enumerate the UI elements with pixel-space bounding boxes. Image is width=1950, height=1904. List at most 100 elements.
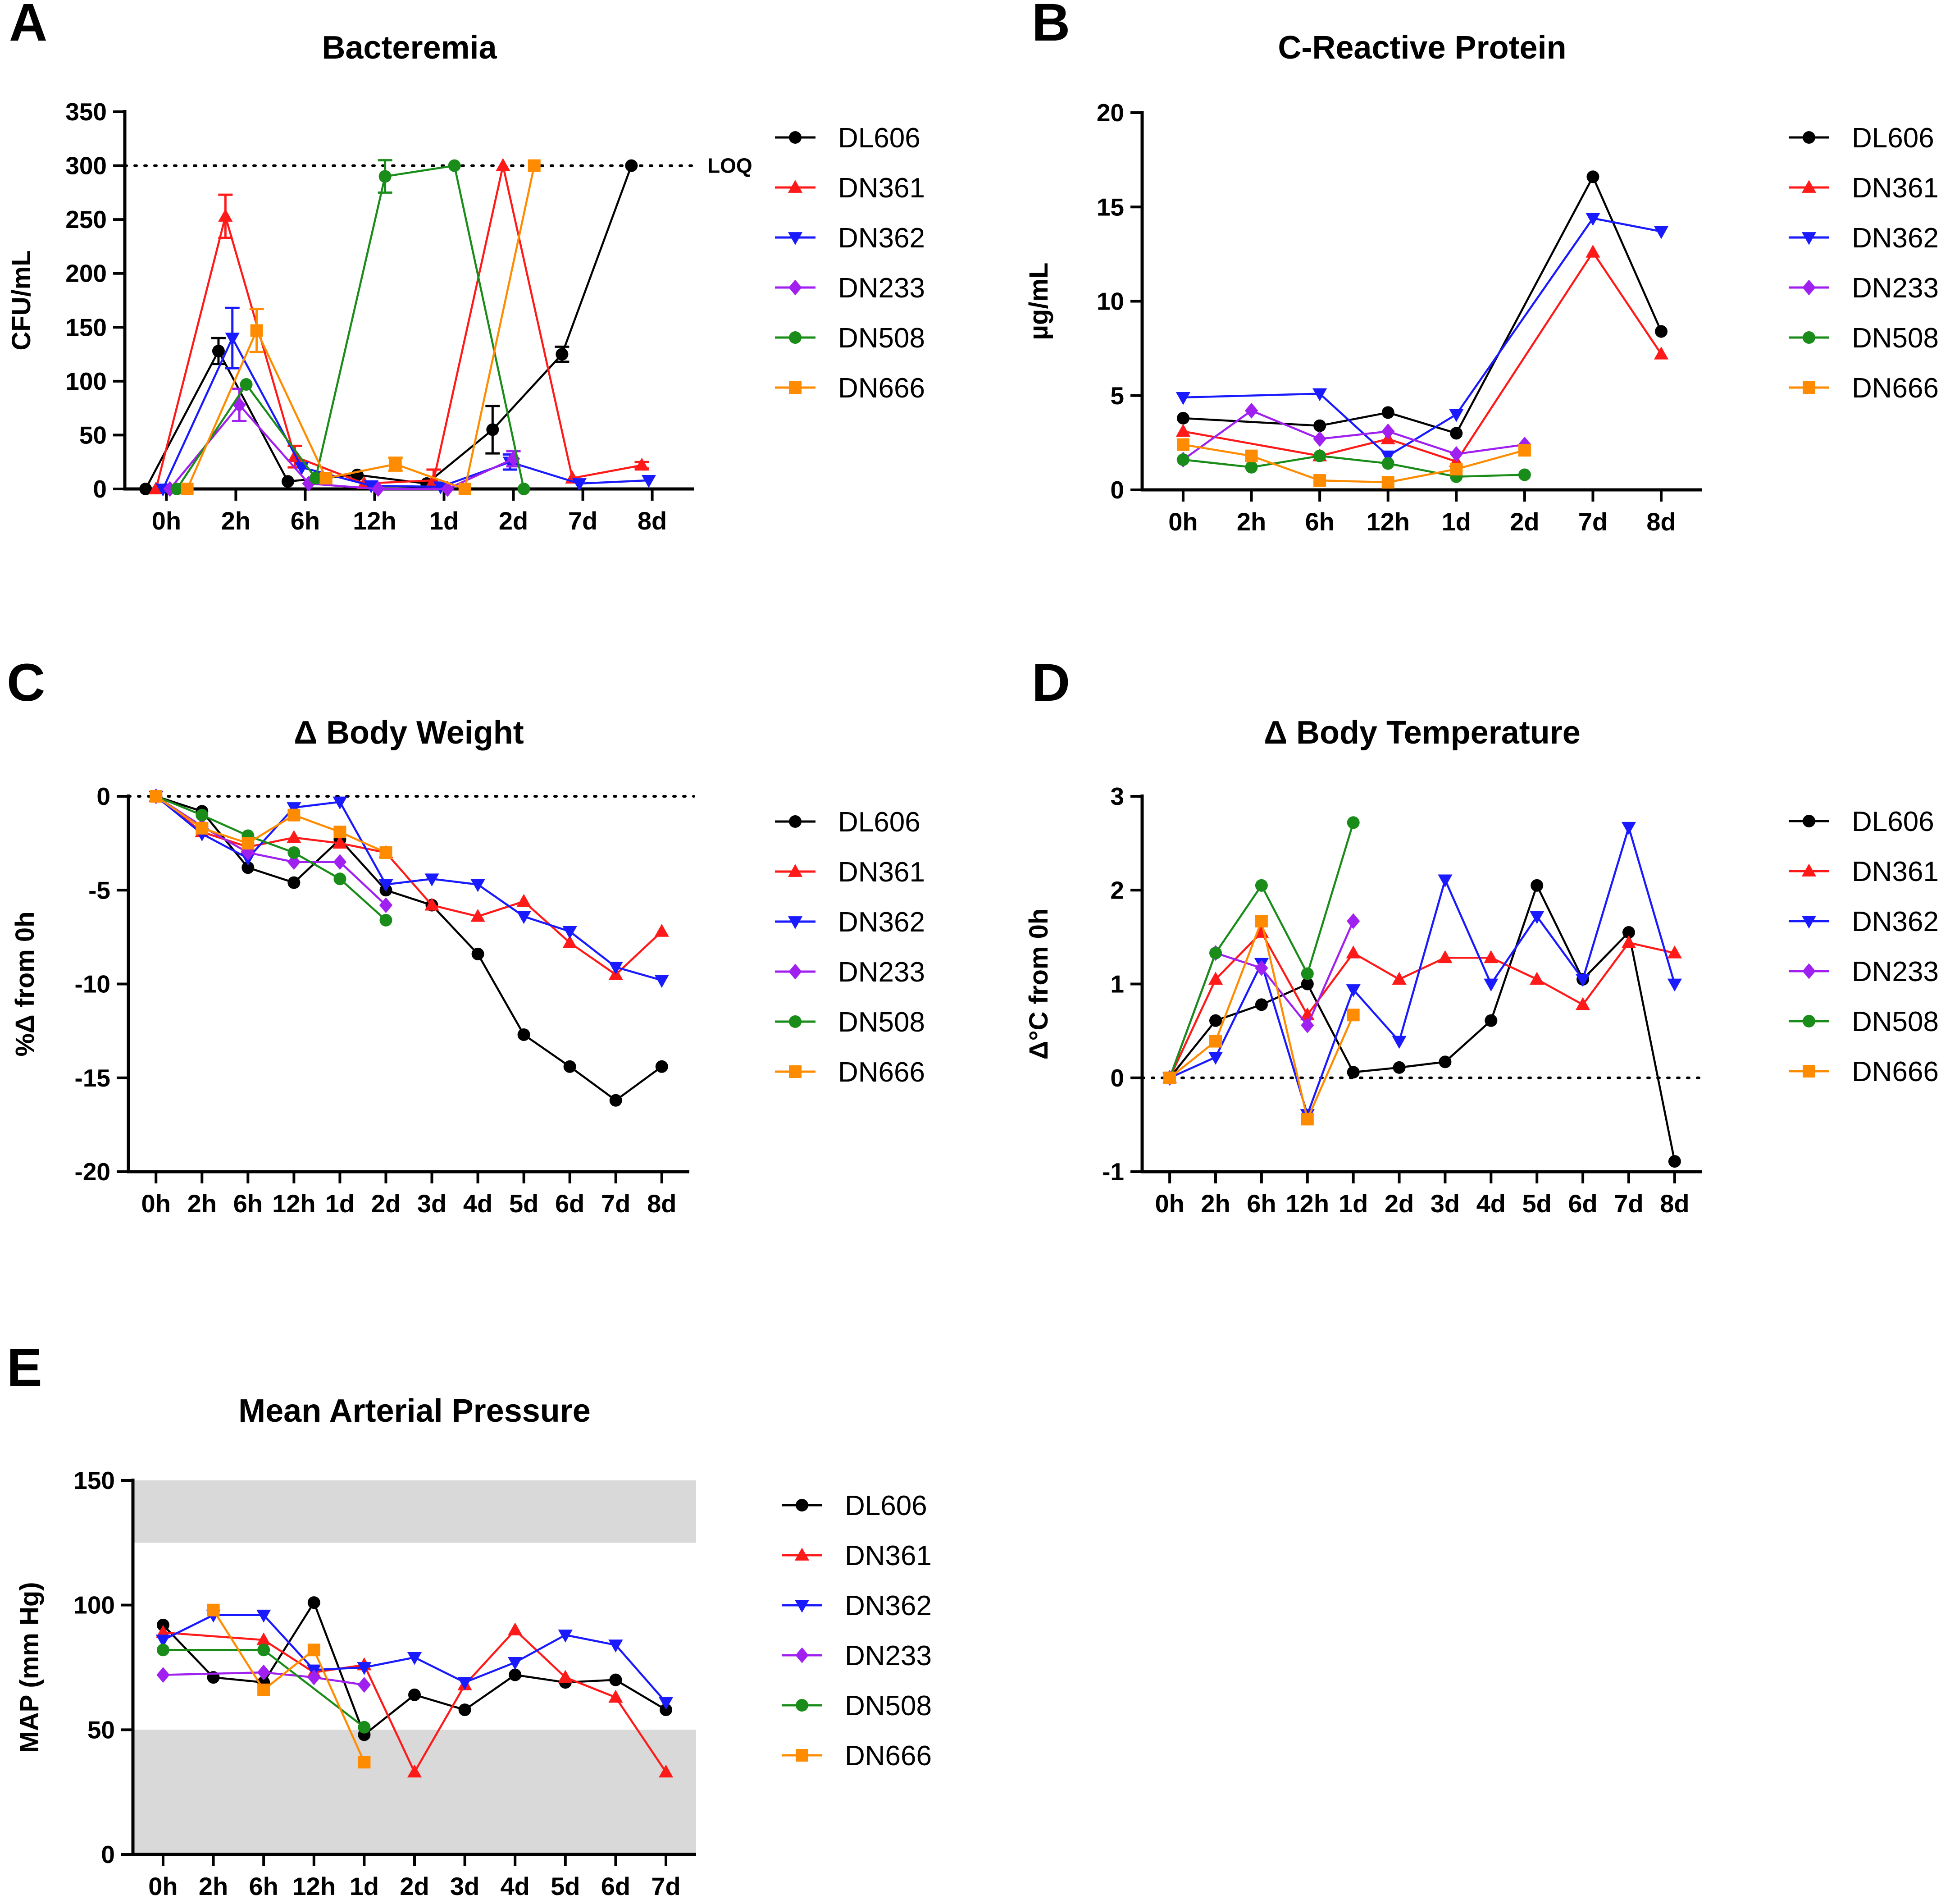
y-tick-label: 250 xyxy=(65,205,107,233)
legend-marker-dn508 xyxy=(789,331,802,344)
series-line-dn666 xyxy=(212,1609,365,1763)
x-tick-label: 2d xyxy=(1510,507,1539,536)
legend-label-dn361: DN361 xyxy=(838,857,925,888)
data-point-dl606 xyxy=(1347,1066,1360,1079)
data-point-dl606 xyxy=(509,1668,522,1681)
data-point-dn361 xyxy=(1346,945,1361,959)
legend-marker-dn361 xyxy=(1801,863,1817,877)
y-tick-label: -20 xyxy=(75,1158,111,1186)
data-point-dn508 xyxy=(309,472,322,485)
legend-marker-dn508 xyxy=(1803,331,1815,344)
data-point-dl606 xyxy=(1381,406,1394,419)
panel-letter-c: C xyxy=(7,653,45,712)
x-tick-label: 7d xyxy=(601,1189,630,1218)
legend-marker-dn666 xyxy=(1803,381,1815,394)
data-point-dl606 xyxy=(1439,1055,1452,1068)
x-tick-label: 12h xyxy=(353,507,396,535)
x-tick-label: 1d xyxy=(429,507,459,535)
data-point-dn362 xyxy=(562,926,577,939)
x-tick-label: 12h xyxy=(1286,1189,1330,1218)
x-tick-label: 6h xyxy=(233,1189,263,1218)
legend-label-dn233: DN233 xyxy=(1852,956,1939,987)
data-point-dn666 xyxy=(1518,444,1531,457)
data-point-dn362 xyxy=(572,478,587,491)
legend-marker-dn233 xyxy=(1802,279,1816,296)
data-point-dn362 xyxy=(1654,226,1669,239)
panel-a-bacteremia: A Bacteremia LOQ 0 50 100 150 200 250 300 350 0h 2h 6… xyxy=(7,0,925,535)
data-point-dn666 xyxy=(319,472,333,485)
data-point-dn362 xyxy=(1438,874,1453,888)
x-tick-label: 6h xyxy=(1247,1189,1276,1218)
data-point-dl606 xyxy=(1485,1014,1498,1027)
data-point-dn666 xyxy=(379,846,392,859)
data-point-dn666 xyxy=(358,1756,371,1769)
legend-marker-dn666 xyxy=(1803,1065,1815,1078)
chart-title: Mean Arterial Pressure xyxy=(238,1393,591,1429)
legend-label-dn362: DN362 xyxy=(845,1590,932,1621)
data-point-dl606 xyxy=(1668,1155,1681,1168)
series-line-dn666 xyxy=(186,165,535,490)
y-tick-label: 0 xyxy=(1110,476,1124,504)
data-point-dn362 xyxy=(378,879,393,892)
data-point-dn666 xyxy=(257,1683,270,1696)
x-tick-label: 5d xyxy=(551,1872,580,1900)
legend-label-dn361: DN361 xyxy=(1852,173,1939,204)
x-tick-label: 8d xyxy=(1646,507,1676,536)
data-point-dn666 xyxy=(333,826,346,839)
data-point-dn362 xyxy=(516,911,531,924)
series-dn361 xyxy=(149,789,669,980)
data-point-dn362 xyxy=(1380,450,1395,464)
data-point-dn666 xyxy=(1301,1113,1314,1126)
data-point-dn508 xyxy=(287,846,301,859)
x-tick-label: 8d xyxy=(1660,1189,1689,1218)
data-point-dl606 xyxy=(307,1596,320,1609)
data-point-dn233 xyxy=(257,1664,270,1680)
x-tick-label: 6h xyxy=(291,507,320,535)
legend-marker-dl606 xyxy=(789,815,802,828)
legend-label-dn666: DN666 xyxy=(1852,1056,1939,1087)
panel-e-mean-arterial-pressure: E Mean Arterial Pressure 0 50 100 150 0h 2h 6h 12… xyxy=(7,1338,932,1900)
y-tick-label: 100 xyxy=(73,1591,115,1619)
data-point-dn361 xyxy=(1530,972,1545,985)
series-dn666 xyxy=(150,790,392,859)
x-tick-label: 12h xyxy=(292,1872,336,1900)
data-point-dl606 xyxy=(1313,419,1326,432)
chart-title: Bacteremia xyxy=(322,30,497,66)
x-tick-label: 6d xyxy=(1568,1189,1597,1218)
y-tick-label: 0 xyxy=(101,1840,115,1868)
legend-label-dl606: DL606 xyxy=(838,123,920,154)
data-point-dn361 xyxy=(654,924,669,937)
series-dl606 xyxy=(1163,879,1681,1168)
x-tick-label: 0h xyxy=(1168,507,1198,536)
legend: DL606 DN361 DN362 DN233 DN508 DN666 xyxy=(775,807,925,1088)
data-point-dn508 xyxy=(517,483,530,495)
legend-marker-dl606 xyxy=(1803,815,1815,827)
data-point-dn666 xyxy=(1209,1035,1222,1048)
x-tick-label: 5d xyxy=(509,1189,538,1218)
legend-marker-dn362 xyxy=(788,916,803,929)
x-tick-label: 7d xyxy=(651,1872,680,1900)
series-dn666 xyxy=(207,1603,371,1769)
data-point-dn508 xyxy=(170,483,183,495)
y-tick-label: 3 xyxy=(1110,782,1124,810)
data-point-dl606 xyxy=(281,475,294,488)
y-tick-label: 50 xyxy=(87,1716,115,1744)
series-line-dn666 xyxy=(1183,443,1525,484)
series-dn361 xyxy=(1162,925,1682,1083)
x-tick-label: 3d xyxy=(450,1872,479,1900)
legend-label-dn362: DN362 xyxy=(838,907,925,938)
legend-marker-dn362 xyxy=(794,1600,810,1613)
series-line-dn361 xyxy=(163,1629,667,1773)
x-tick-label: 2d xyxy=(499,507,528,535)
data-point-dn666 xyxy=(287,808,301,822)
y-tick-label: 350 xyxy=(65,98,107,126)
legend: DL606 DN361 DN362 DN233 DN508 DN666 xyxy=(775,123,925,404)
series-line-dn361 xyxy=(1169,931,1675,1078)
data-point-dl606 xyxy=(609,1094,622,1107)
data-point-dn361 xyxy=(558,1670,573,1683)
x-tick-label: 1d xyxy=(350,1872,379,1900)
y-tick-label: 10 xyxy=(1097,288,1124,315)
x-tick-label: 8d xyxy=(647,1189,676,1218)
x-tick-label: 4d xyxy=(501,1872,530,1900)
x-tick-label: 6d xyxy=(555,1189,584,1218)
